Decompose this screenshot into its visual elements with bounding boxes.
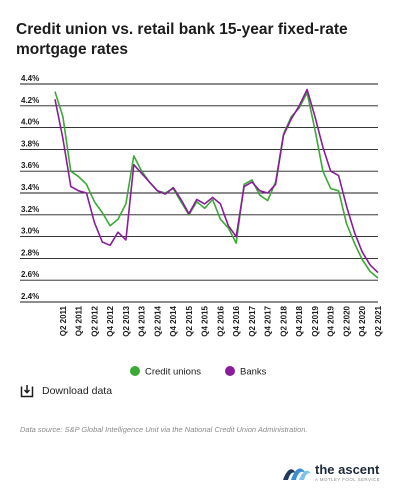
y-tick-label: 2.6% xyxy=(21,270,39,279)
legend-marker xyxy=(225,366,235,376)
x-tick-label: Q4 2019 xyxy=(327,305,336,336)
y-tick-label: 4.0% xyxy=(21,118,39,127)
the-ascent-logo[interactable]: the ascent A MOTLEY FOOL SERVICE xyxy=(282,462,380,484)
legend-marker xyxy=(130,366,140,376)
x-tick-label: Q4 2020 xyxy=(358,305,367,336)
x-tick-label: Q2 2019 xyxy=(311,305,320,336)
chart-legend: Credit unions Banks xyxy=(130,366,267,378)
line-chart: 4.4% 4.2% 4.0% 3.8% 3.6% 3.4% 3.2% 3.0% 2.8% 2.6%… xyxy=(20,74,383,378)
x-tick-label: Q4 2017 xyxy=(264,305,273,336)
gridlines xyxy=(20,83,378,303)
x-tick-label: Q2 2014 xyxy=(153,305,162,336)
x-tick-label: Q2 2015 xyxy=(185,305,194,336)
y-tick-label: 3.0% xyxy=(21,227,39,236)
download-icon xyxy=(20,385,34,398)
x-tick-label: Q4 2012 xyxy=(106,305,115,336)
y-tick-label: 2.8% xyxy=(21,248,39,257)
x-tick-label: Q2 2011 xyxy=(59,305,68,336)
legend-label: Credit unions xyxy=(145,367,201,378)
x-axis-ticks: Q2 2011 Q4 2011 Q2 2012 Q4 2012 Q2 2013 Q4 20… xyxy=(59,305,383,336)
x-tick-label: Q2 2018 xyxy=(279,305,288,336)
x-tick-label: Q2 2017 xyxy=(248,305,257,336)
y-tick-label: 3.6% xyxy=(21,161,39,170)
logo-wordmark: the ascent xyxy=(315,462,380,478)
x-tick-label: Q2 2021 xyxy=(374,305,383,336)
series-line xyxy=(54,91,379,279)
data-source-note: Data source: S&P Global Intelligence Uni… xyxy=(20,425,308,434)
series-line xyxy=(54,88,379,274)
y-tick-label: 3.8% xyxy=(21,139,39,148)
y-axis-ticks: 4.4% 4.2% 4.0% 3.8% 3.6% 3.4% 3.2% 3.0% 2.8% 2.6%… xyxy=(21,74,39,301)
y-tick-label: 3.2% xyxy=(21,205,39,214)
download-data-button[interactable]: Download data xyxy=(20,384,112,398)
x-tick-label: Q4 2014 xyxy=(169,305,178,336)
legend-label: Banks xyxy=(240,367,267,378)
x-tick-label: Q4 2018 xyxy=(295,305,304,336)
x-tick-label: Q2 2020 xyxy=(342,305,351,336)
x-tick-label: Q2 2016 xyxy=(216,305,225,336)
chart-title: Credit union vs. retail bank 15-year fix… xyxy=(16,21,348,58)
x-tick-label: Q2 2012 xyxy=(90,305,99,336)
y-tick-label: 4.2% xyxy=(21,96,39,105)
y-tick-label: 4.4% xyxy=(21,74,39,83)
wave-logo-icon xyxy=(283,468,311,480)
x-tick-label: Q2 2013 xyxy=(122,305,131,336)
x-tick-label: Q4 2011 xyxy=(75,305,84,336)
download-data-label: Download data xyxy=(42,385,113,397)
x-tick-label: Q4 2013 xyxy=(138,305,147,336)
series-lines xyxy=(54,88,379,279)
y-tick-label: 2.4% xyxy=(21,292,39,301)
x-tick-label: Q4 2015 xyxy=(201,305,210,336)
x-tick-label: Q4 2016 xyxy=(232,305,241,336)
y-tick-label: 3.4% xyxy=(21,183,39,192)
logo-tagline: A MOTLEY FOOL SERVICE xyxy=(315,477,381,483)
